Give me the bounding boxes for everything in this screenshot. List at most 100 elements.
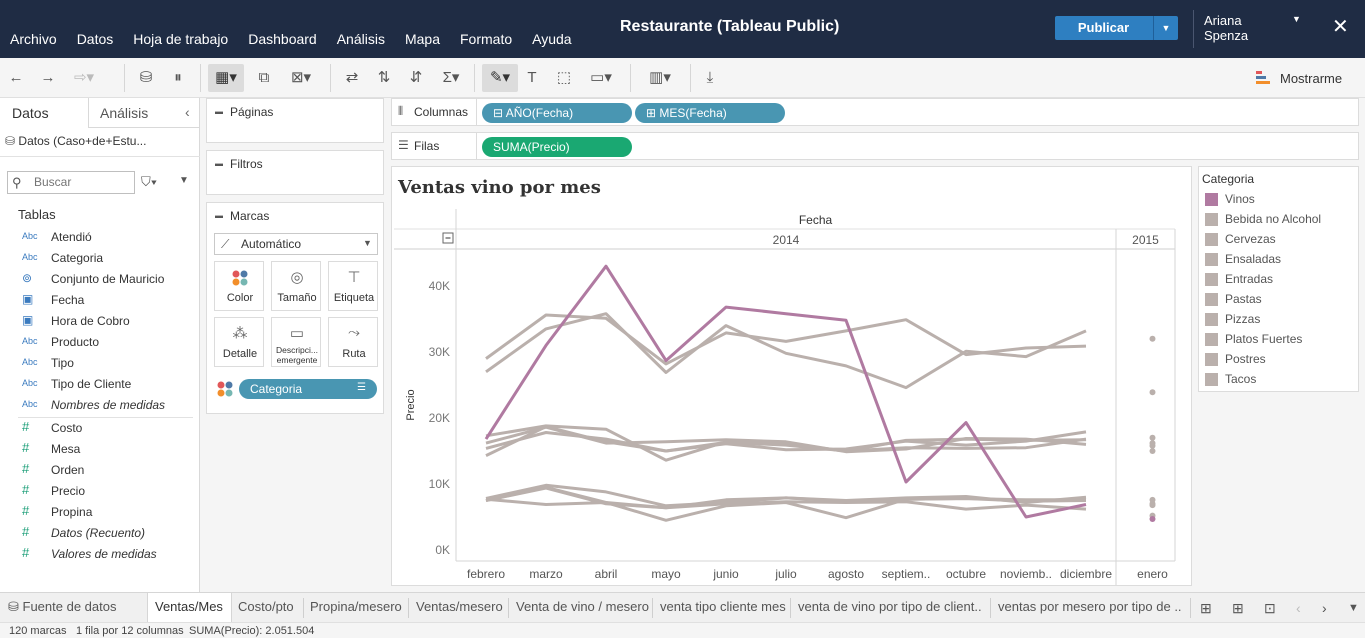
show-cards-icon[interactable]: ▥▾	[649, 69, 671, 86]
format-icon[interactable]: ⬚	[556, 69, 572, 86]
menu-datos[interactable]: Datos	[76, 31, 114, 47]
tab-venta-vino-mesero[interactable]: Venta de vino / mesero	[516, 599, 649, 614]
field-item[interactable]: Abc Tipo	[0, 353, 200, 374]
fit-icon[interactable]: ▭▾	[590, 69, 612, 86]
field-item[interactable]: ⊚ Conjunto de Mauricio	[0, 269, 200, 290]
menu-analisis[interactable]: Análisis	[336, 31, 385, 47]
new-worksheet-icon[interactable]: ⊞	[1200, 600, 1212, 616]
new-dashboard-icon[interactable]: ⊞	[1232, 600, 1244, 616]
legend-item[interactable]: Postres	[1205, 349, 1355, 369]
tab-datos[interactable]: Datos	[12, 105, 49, 121]
new-story-icon[interactable]: ⊡	[1264, 600, 1276, 616]
detail-button[interactable]: ⁂ Detalle	[214, 317, 264, 367]
user-name[interactable]: Ariana Spenza	[1204, 13, 1249, 43]
mark-type-select[interactable]: ⟋ Automático ▼	[214, 233, 378, 255]
pages-card[interactable]: ▬ Páginas	[206, 98, 384, 143]
menu-mapa[interactable]: Mapa	[404, 31, 440, 47]
path-button[interactable]: ⤳ Ruta	[328, 317, 378, 367]
new-worksheet-button[interactable]	[208, 64, 244, 92]
field-item[interactable]: Abc Producto	[0, 332, 200, 353]
field-item[interactable]: # Orden	[0, 460, 200, 481]
menu-dashboard[interactable]: Dashboard	[248, 31, 317, 47]
new-worksheet-icon[interactable]: ▦▾	[215, 69, 237, 86]
collapse-caret-icon[interactable]: ▬	[215, 107, 223, 116]
scroll-left-icon[interactable]: ‹	[1296, 600, 1301, 616]
legend-item[interactable]: Ensaladas	[1205, 249, 1355, 269]
month-pill[interactable]: ⊞ MES(Fecha)	[635, 103, 785, 123]
tab-ventas-mesero[interactable]: Ventas/mesero	[416, 599, 503, 614]
labels-icon[interactable]: T	[527, 69, 537, 86]
download-icon[interactable]: ⤓	[706, 69, 714, 86]
price-pill[interactable]: SUMA(Precio)	[482, 137, 632, 157]
pane-menu-caret-icon[interactable]: ▼	[179, 175, 189, 186]
filter-icon[interactable]: ⛉▾	[141, 174, 158, 189]
tab-analisis[interactable]: Análisis	[100, 105, 149, 121]
datasource-tab[interactable]: ⛁ Fuente de datos	[8, 593, 143, 623]
pause-updates-icon[interactable]: ⏸	[174, 69, 182, 86]
new-datasource-icon[interactable]: ⛁	[139, 69, 153, 86]
highlight-button[interactable]	[482, 64, 518, 92]
legend-item[interactable]: Pizzas	[1205, 309, 1355, 329]
legend-item[interactable]: Pastas	[1205, 289, 1355, 309]
rows-shelf[interactable]: ☰ Filas SUMA(Precio)	[391, 132, 1359, 160]
label-button[interactable]: ⊤ Etiqueta	[328, 261, 378, 311]
collapse-caret-icon[interactable]: ▬	[215, 159, 223, 168]
filters-card[interactable]: ▬ Filtros	[206, 150, 384, 195]
field-item[interactable]: # Mesa	[0, 439, 200, 460]
datasource-item[interactable]: ⛁ Datos (Caso+de+Estu...	[5, 134, 146, 148]
size-button[interactable]: ◎ Tamaño	[271, 261, 321, 311]
color-pill[interactable]: Categoria ☰	[239, 379, 377, 399]
close-icon[interactable]: ✕	[1332, 16, 1349, 38]
tab-ventas-mes[interactable]: Ventas/Mes	[147, 593, 232, 623]
legend-item[interactable]: Entradas	[1205, 269, 1355, 289]
color-button[interactable]: Color	[214, 261, 264, 311]
menu-hoja-de-trabajo[interactable]: Hoja de trabajo	[133, 31, 229, 47]
menu-formato[interactable]: Formato	[460, 31, 513, 47]
show-me-icon[interactable]	[1256, 71, 1272, 85]
field-item[interactable]: # Valores de medidas	[0, 544, 200, 565]
tab-venta-vino-tipo-cliente[interactable]: venta de vino por tipo de client...	[798, 599, 982, 614]
tabs-menu-icon[interactable]: ▼	[1348, 602, 1359, 614]
duplicate-sheet-icon[interactable]: ⧉	[258, 69, 270, 86]
replay-icon[interactable]: ⇨▾	[73, 69, 95, 86]
user-menu-caret-icon[interactable]: ▼	[1292, 14, 1301, 24]
field-item[interactable]: # Propina	[0, 502, 200, 523]
field-item[interactable]: Abc Categoria	[0, 248, 200, 269]
legend-item[interactable]: Bebida no Alcohol	[1205, 209, 1355, 229]
collapse-caret-icon[interactable]: ▬	[215, 211, 223, 220]
scroll-right-icon[interactable]: ›	[1322, 600, 1327, 616]
legend-item[interactable]: Platos Fuertes	[1205, 329, 1355, 349]
clear-sheet-icon[interactable]: ⊠▾	[290, 69, 312, 86]
field-item[interactable]: Abc Atendió	[0, 227, 200, 248]
legend-item[interactable]: Tacos	[1205, 369, 1355, 389]
search-input[interactable]	[34, 175, 132, 189]
menu-ayuda[interactable]: Ayuda	[532, 31, 572, 47]
tab-propina-mesero[interactable]: Propina/mesero	[310, 599, 402, 614]
field-item[interactable]: # Datos (Recuento)	[0, 523, 200, 544]
field-item[interactable]: # Costo	[0, 418, 200, 439]
field-item[interactable]: Abc Tipo de Cliente	[0, 374, 200, 395]
undo-icon[interactable]: ←	[8, 69, 24, 86]
legend-item[interactable]: Vinos	[1205, 189, 1355, 209]
tab-venta-tipo-cliente-mes[interactable]: venta tipo cliente mes	[660, 599, 786, 614]
search-box[interactable]: ⚲	[7, 171, 135, 194]
tab-ventas-mesero-tipo[interactable]: ventas por mesero por tipo de ...	[998, 599, 1182, 614]
line-chart[interactable]: Fecha 2014 2015 0K 10K 20K 30K 40K Precio febrero…	[392, 167, 1191, 585]
columns-shelf[interactable]: ⫴ Columnas ⊟ AÑO(Fecha) ⊞ MES(Fecha)	[391, 98, 1359, 126]
legend-item[interactable]: Cervezas	[1205, 229, 1355, 249]
sort-ascending-icon[interactable]: ⇅	[377, 69, 391, 86]
menu-archivo[interactable]: Archivo	[10, 31, 57, 47]
collapse-pane-icon[interactable]: ‹	[185, 104, 190, 120]
show-me-label[interactable]: Mostrarme	[1280, 71, 1343, 86]
year-pill[interactable]: ⊟ AÑO(Fecha)	[482, 103, 632, 123]
redo-icon[interactable]: →	[40, 69, 56, 86]
tab-costo-pto[interactable]: Costo/pto	[238, 599, 294, 614]
field-item[interactable]: # Precio	[0, 481, 200, 502]
field-item[interactable]: ▣ Hora de Cobro	[0, 311, 200, 332]
highlight-icon[interactable]: ✎▾	[489, 69, 511, 86]
publish-button[interactable]: Publicar ▼	[1055, 16, 1178, 40]
publish-dropdown-icon[interactable]: ▼	[1153, 16, 1178, 40]
field-item[interactable]: Abc Nombres de medidas	[0, 395, 200, 416]
swap-axes-icon[interactable]: ⇄	[345, 69, 359, 86]
totals-icon[interactable]: Σ▾	[442, 69, 460, 86]
